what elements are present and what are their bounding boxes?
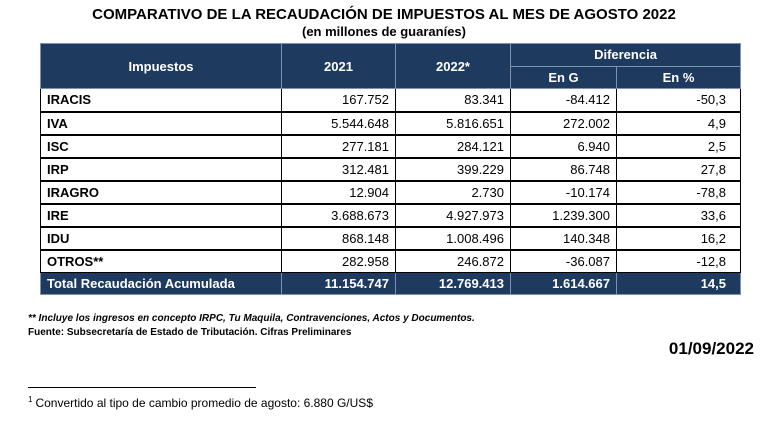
table-row: IVA 5.544.648 5.816.651 272.002 4,9 — [40, 110, 741, 135]
value-2022: 1.008.496 — [395, 225, 511, 250]
report-date: 01/09/2022 — [668, 339, 754, 358]
diff-g: -36.087 — [510, 248, 617, 273]
table-row: IRE 3.688.673 4.927.973 1.239.300 33,6 — [40, 202, 741, 227]
tax-name: IRP — [40, 156, 282, 181]
diff-g: 272.002 — [510, 110, 617, 135]
total-dif-pct: 14,5 — [616, 272, 741, 295]
value-2021: 868.148 — [281, 225, 396, 250]
footnote-otros: ** Incluye los ingresos en concepto IRPC… — [28, 313, 475, 324]
tax-name: IDU — [40, 225, 282, 250]
header-2022: 2022* — [395, 43, 511, 89]
header-2021: 2021 — [281, 43, 396, 89]
tax-table: Impuestos 2021 2022* Diferencia En G En … — [40, 43, 741, 295]
table-header: Impuestos 2021 2022* Diferencia En G En … — [40, 43, 741, 89]
table-row: ISC 277.181 284.121 6.940 2,5 — [40, 133, 741, 158]
diff-pct: 27,8 — [616, 156, 741, 181]
table-row: IRAGRO 12.904 2.730 -10.174 -78,8 — [40, 179, 741, 204]
tax-name: ISC — [40, 133, 282, 158]
diff-g: -84.412 — [510, 88, 617, 112]
footnote: 1 Convertido al tipo de cambio promedio d… — [28, 395, 373, 410]
value-2021: 5.544.648 — [281, 110, 396, 135]
total-dif-g: 1.614.667 — [510, 272, 617, 295]
diff-g: 6.940 — [510, 133, 617, 158]
header-en-pct: En % — [616, 65, 741, 89]
report-title: COMPARATIVO DE LA RECAUDACIÓN DE IMPUEST… — [92, 6, 676, 23]
diff-g: 86.748 — [510, 156, 617, 181]
diff-pct: 4,9 — [616, 110, 741, 135]
value-2021: 282.958 — [281, 248, 396, 273]
value-2021: 312.481 — [281, 156, 396, 181]
total-row: Total Recaudación Acumulada 11.154.747 1… — [40, 272, 741, 295]
tax-name: IRAGRO — [40, 179, 282, 204]
header-impuestos: Impuestos — [40, 43, 282, 89]
diff-pct: -12,8 — [616, 248, 741, 273]
value-2022: 399.229 — [395, 156, 511, 181]
header-diferencia: Diferencia — [510, 43, 741, 67]
tax-name: IRE — [40, 202, 282, 227]
source-note: Fuente: Subsecretaría de Estado de Tribu… — [28, 327, 352, 338]
value-2021: 3.688.673 — [281, 202, 396, 227]
footnote-text: Convertido al tipo de cambio promedio de… — [35, 396, 373, 410]
value-2022: 83.341 — [395, 88, 511, 112]
diff-pct: -50,3 — [616, 88, 741, 112]
diff-g: 1.239.300 — [510, 202, 617, 227]
table-row: IRP 312.481 399.229 86.748 27,8 — [40, 156, 741, 181]
value-2021: 277.181 — [281, 133, 396, 158]
footnote-divider — [28, 387, 256, 388]
header-en-g: En G — [510, 65, 617, 89]
value-2022: 4.927.973 — [395, 202, 511, 227]
value-2021: 12.904 — [281, 179, 396, 204]
table-row: IDU 868.148 1.008.496 140.348 16,2 — [40, 225, 741, 250]
value-2022: 2.730 — [395, 179, 511, 204]
footnote-marker: 1 — [28, 395, 33, 404]
diff-pct: 33,6 — [616, 202, 741, 227]
value-2022: 5.816.651 — [395, 110, 511, 135]
total-label: Total Recaudación Acumulada — [40, 272, 282, 295]
table-row: OTROS** 282.958 246.872 -36.087 -12,8 — [40, 248, 741, 273]
table-body: IRACIS 167.752 83.341 -84.412 -50,3 IVA 5.544.… — [40, 88, 741, 273]
diff-g: -10.174 — [510, 179, 617, 204]
total-2021: 11.154.747 — [281, 272, 396, 295]
total-2022: 12.769.413 — [395, 272, 511, 295]
value-2021: 167.752 — [281, 88, 396, 112]
diff-pct: 2,5 — [616, 133, 741, 158]
diff-pct: 16,2 — [616, 225, 741, 250]
table-row: IRACIS 167.752 83.341 -84.412 -50,3 — [40, 88, 741, 112]
value-2022: 284.121 — [395, 133, 511, 158]
value-2022: 246.872 — [395, 248, 511, 273]
diff-pct: -78,8 — [616, 179, 741, 204]
tax-name: IRACIS — [40, 88, 282, 112]
tax-name: OTROS** — [40, 248, 282, 273]
report-subtitle: (en millones de guaraníes) — [302, 24, 466, 39]
diff-g: 140.348 — [510, 225, 617, 250]
tax-name: IVA — [40, 110, 282, 135]
